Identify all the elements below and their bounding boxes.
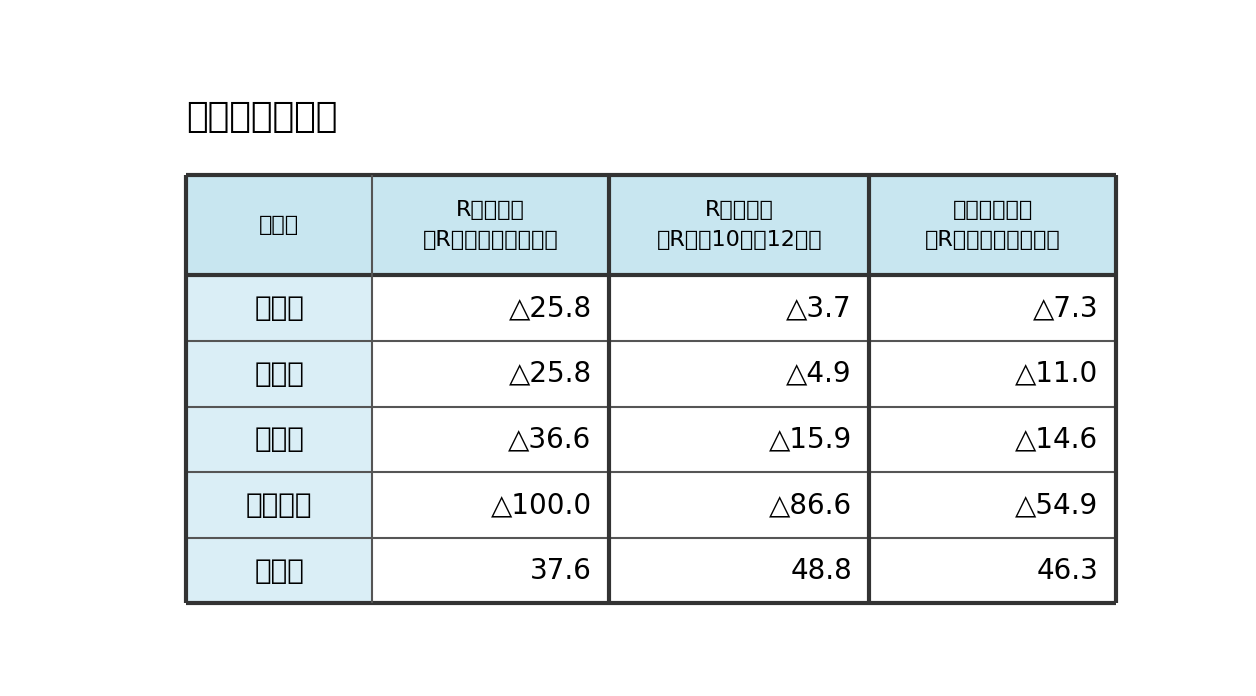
Text: △7.3: △7.3 <box>1032 294 1098 322</box>
Bar <box>186 276 372 341</box>
Bar <box>869 538 1115 603</box>
Text: 全産業合計ＤＩ: 全産業合計ＤＩ <box>186 100 338 134</box>
Bar <box>609 276 869 341</box>
Bar <box>869 406 1115 472</box>
Text: 区　分: 区 分 <box>259 215 299 235</box>
Bar <box>609 472 869 538</box>
Text: 46.3: 46.3 <box>1036 557 1098 585</box>
Bar <box>372 406 609 472</box>
Bar <box>372 472 609 538</box>
Bar <box>869 472 1115 538</box>
Bar <box>186 175 372 276</box>
Text: △25.8: △25.8 <box>509 294 592 322</box>
Text: △54.9: △54.9 <box>1015 491 1098 519</box>
Text: 48.8: 48.8 <box>790 557 852 585</box>
Text: △4.9: △4.9 <box>786 360 852 388</box>
Text: 業　況: 業 況 <box>254 294 304 322</box>
Bar <box>372 276 609 341</box>
Bar <box>609 341 869 406</box>
Text: R５第２期
（R５年７月〜９月）: R５第２期 （R５年７月〜９月） <box>423 200 559 250</box>
Text: △36.6: △36.6 <box>509 425 592 453</box>
Text: △25.8: △25.8 <box>509 360 592 388</box>
Bar <box>186 406 372 472</box>
Text: 仕入単価: 仕入単価 <box>246 491 313 519</box>
Text: R５第３期
（R５年10月〜12月）: R５第３期 （R５年10月〜12月） <box>657 200 823 250</box>
Text: △15.9: △15.9 <box>769 425 852 453</box>
Bar <box>372 175 609 276</box>
Bar <box>609 538 869 603</box>
Text: 雇　用: 雇 用 <box>254 557 304 585</box>
Text: 売　上: 売 上 <box>254 360 304 388</box>
Text: 37.6: 37.6 <box>530 557 592 585</box>
Text: △3.7: △3.7 <box>786 294 852 322</box>
Bar <box>372 341 609 406</box>
Bar <box>609 406 869 472</box>
Bar <box>186 472 372 538</box>
Text: △100.0: △100.0 <box>491 491 592 519</box>
Bar <box>869 341 1115 406</box>
Text: △11.0: △11.0 <box>1015 360 1098 388</box>
Bar <box>869 175 1115 276</box>
Bar <box>372 538 609 603</box>
Bar <box>186 538 372 603</box>
Text: 収　益: 収 益 <box>254 425 304 453</box>
Text: △14.6: △14.6 <box>1015 425 1098 453</box>
Bar <box>186 341 372 406</box>
Text: 先行き見通し
（R６年１月〜３月）: 先行き見通し （R６年１月〜３月） <box>924 200 1060 250</box>
Text: △86.6: △86.6 <box>769 491 852 519</box>
Bar <box>609 175 869 276</box>
Bar <box>869 276 1115 341</box>
